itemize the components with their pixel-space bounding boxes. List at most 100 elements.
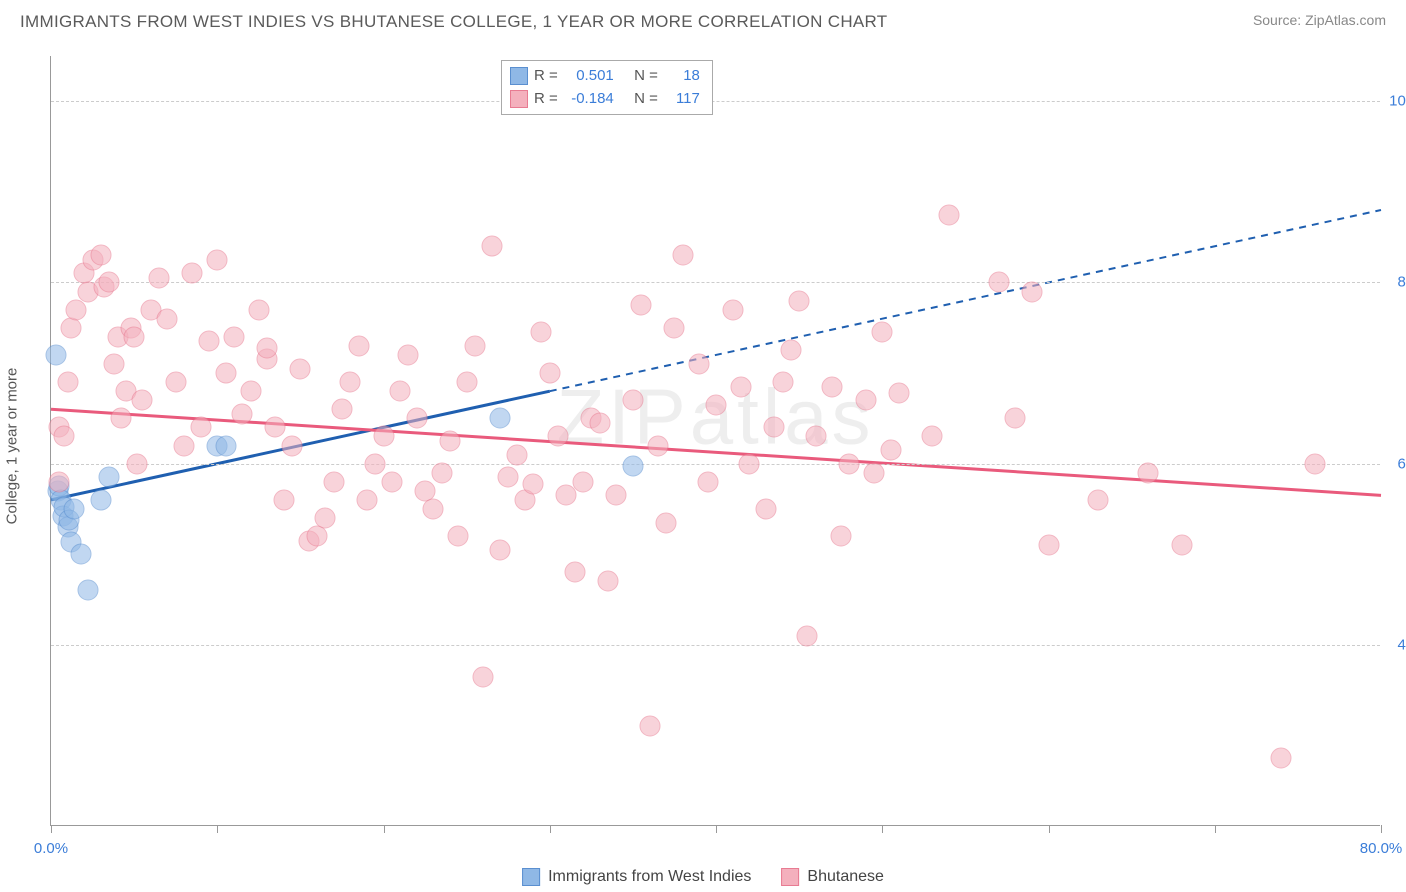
data-point	[739, 453, 760, 474]
data-point	[165, 372, 186, 393]
data-point	[331, 399, 352, 420]
data-point	[1005, 408, 1026, 429]
legend-label: Bhutanese	[807, 868, 884, 886]
data-point	[282, 435, 303, 456]
data-point	[697, 471, 718, 492]
data-point	[65, 299, 86, 320]
chart-plot-area: ZIPatlas R =0.501 N =18R =-0.184 N =117 …	[50, 56, 1380, 826]
x-tick	[51, 825, 52, 833]
data-point	[606, 485, 627, 506]
data-point	[506, 444, 527, 465]
y-tick-label: 80.0%	[1385, 274, 1406, 291]
data-point	[822, 376, 843, 397]
data-point	[772, 372, 793, 393]
gridline	[51, 101, 1380, 102]
data-point	[1304, 453, 1325, 474]
data-point	[57, 372, 78, 393]
data-point	[190, 417, 211, 438]
legend-item: Bhutanese	[781, 868, 884, 886]
chart-title: IMMIGRANTS FROM WEST INDIES VS BHUTANESE…	[20, 12, 888, 32]
data-point	[573, 471, 594, 492]
data-point	[157, 308, 178, 329]
data-point	[888, 382, 909, 403]
data-point	[656, 512, 677, 533]
trend-lines-layer	[51, 56, 1380, 825]
data-point	[232, 403, 253, 424]
data-point	[99, 467, 120, 488]
data-point	[323, 471, 344, 492]
data-point	[207, 249, 228, 270]
y-axis-label: College, 1 year or more	[4, 368, 21, 525]
data-point	[356, 489, 377, 510]
data-point	[1021, 281, 1042, 302]
data-point	[182, 263, 203, 284]
data-point	[90, 245, 111, 266]
data-point	[406, 408, 427, 429]
stats-row: R =-0.184 N =117	[510, 88, 700, 111]
data-point	[531, 322, 552, 343]
data-point	[689, 354, 710, 375]
data-point	[340, 372, 361, 393]
data-point	[755, 498, 776, 519]
gridline	[51, 282, 1380, 283]
data-point	[464, 335, 485, 356]
data-point	[647, 435, 668, 456]
data-point	[440, 431, 461, 452]
series-legend: Immigrants from West Indies Bhutanese	[522, 868, 884, 886]
y-tick-label: 100.0%	[1385, 93, 1406, 110]
data-point	[431, 462, 452, 483]
data-point	[548, 426, 569, 447]
data-point	[672, 245, 693, 266]
data-point	[381, 471, 402, 492]
x-tick	[716, 825, 717, 833]
data-point	[248, 299, 269, 320]
x-tick	[1215, 825, 1216, 833]
data-point	[622, 456, 643, 477]
data-point	[780, 340, 801, 361]
n-value: 18	[664, 65, 700, 88]
data-point	[273, 489, 294, 510]
data-point	[922, 426, 943, 447]
data-point	[257, 337, 278, 358]
r-value: 0.501	[564, 65, 614, 88]
data-point	[539, 363, 560, 384]
legend-swatch	[510, 67, 528, 85]
data-point	[127, 453, 148, 474]
data-point	[631, 295, 652, 316]
x-tick-label: 80.0%	[1360, 840, 1403, 857]
x-tick	[384, 825, 385, 833]
data-point	[872, 322, 893, 343]
gridline	[51, 645, 1380, 646]
data-point	[564, 562, 585, 583]
legend-swatch	[522, 868, 540, 886]
data-point	[988, 272, 1009, 293]
data-point	[45, 344, 66, 365]
y-tick-label: 40.0%	[1385, 636, 1406, 653]
data-point	[54, 426, 75, 447]
stats-legend: R =0.501 N =18R =-0.184 N =117	[501, 60, 713, 115]
data-point	[315, 508, 336, 529]
data-point	[797, 625, 818, 646]
x-tick	[1381, 825, 1382, 833]
data-point	[880, 440, 901, 461]
data-point	[622, 390, 643, 411]
gridline	[51, 464, 1380, 465]
data-point	[722, 299, 743, 320]
y-tick-label: 60.0%	[1385, 455, 1406, 472]
data-point	[456, 372, 477, 393]
legend-label: Immigrants from West Indies	[548, 868, 751, 886]
r-label: R =	[534, 88, 558, 111]
data-point	[215, 435, 236, 456]
data-point	[49, 471, 70, 492]
data-point	[307, 526, 328, 547]
data-point	[60, 317, 81, 338]
data-point	[149, 267, 170, 288]
data-point	[764, 417, 785, 438]
data-point	[174, 435, 195, 456]
data-point	[398, 344, 419, 365]
data-point	[265, 417, 286, 438]
data-point	[1088, 489, 1109, 510]
data-point	[240, 381, 261, 402]
data-point	[90, 489, 111, 510]
data-point	[589, 412, 610, 433]
